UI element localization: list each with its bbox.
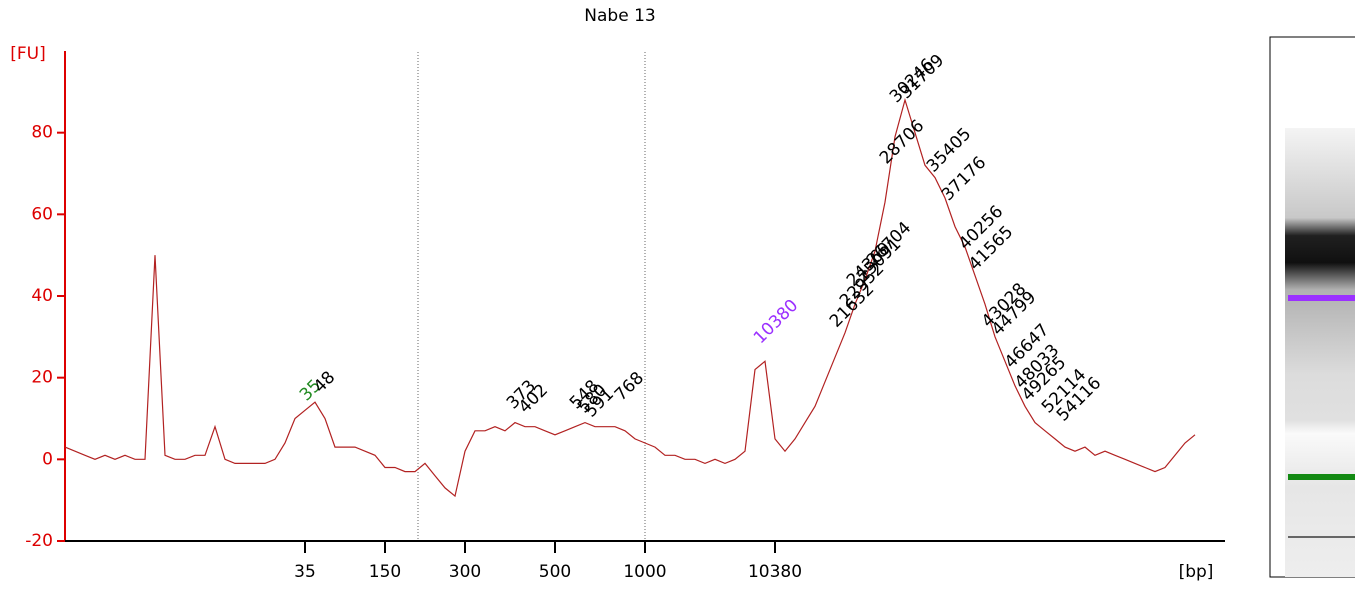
x-tick-label: 35 [294,562,316,582]
gel-lane [1269,36,1355,578]
peak-label: 28706 [876,116,928,168]
x-tick-label: 1000 [623,562,666,582]
lower-marker [1288,474,1355,480]
y-tick-label: 0 [42,449,53,469]
x-tick-label: 300 [449,562,481,582]
chart-title: Nabe 13 [584,6,655,26]
x-axis-label: [bp] [1179,562,1214,582]
y-tick-label: 20 [31,368,53,388]
y-axis-label: [FU] [10,44,46,64]
y-tick-label: -20 [25,531,53,551]
upper-marker [1288,295,1355,301]
y-tick-label: 40 [31,286,53,306]
x-tick-label: 150 [369,562,401,582]
gel-line [1288,536,1355,538]
peak-label: 10380 [750,296,802,348]
x-tick-label: 500 [539,562,571,582]
gel-band [1285,128,1355,577]
y-tick-label: 60 [31,204,53,224]
trace [64,97,1196,498]
x-tick-label: 10380 [748,562,802,582]
y-tick-label: 80 [31,123,53,143]
